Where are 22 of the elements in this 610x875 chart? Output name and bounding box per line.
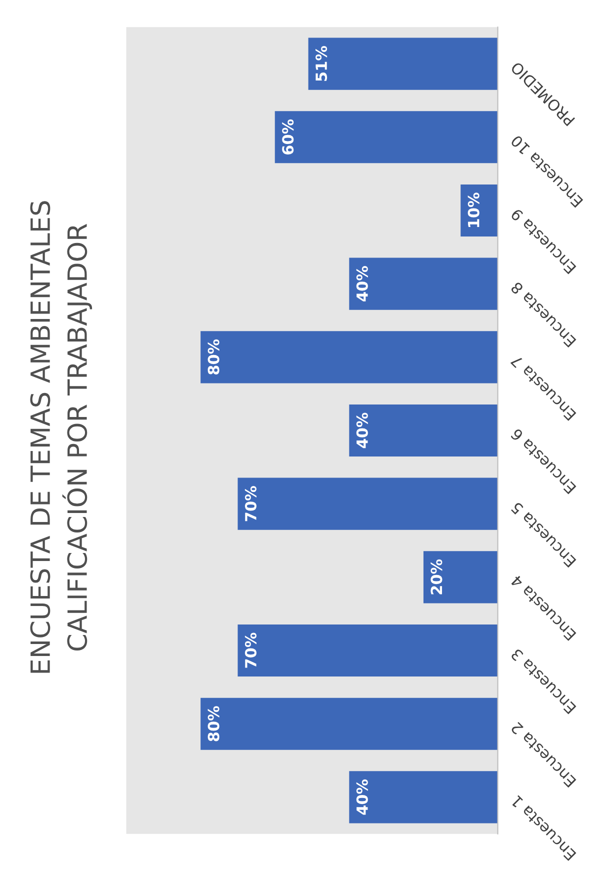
data-label: 80% — [208, 339, 220, 375]
data-label: 70% — [244, 632, 256, 668]
data-label: 40% — [356, 412, 368, 448]
data-label: 80% — [208, 706, 220, 742]
data-label: 60% — [282, 119, 294, 154]
data-label: 51% — [316, 46, 328, 81]
data-label: 40% — [356, 779, 368, 815]
text: ENCUESTA DE TEMAS AMBIENTALES CALIFICACIÓN POR TRABAJADOR — [30, 201, 92, 673]
data-label: 70% — [244, 486, 256, 522]
bar — [308, 38, 498, 90]
data-label: 40% — [356, 266, 368, 302]
bar — [274, 111, 498, 164]
bar — [238, 624, 498, 677]
data-label: 20% — [430, 559, 442, 594]
bar — [349, 258, 498, 310]
bar — [238, 478, 498, 530]
bar — [349, 771, 498, 824]
data-label: 10% — [468, 192, 480, 228]
bar — [423, 551, 498, 604]
bar — [349, 404, 498, 457]
bar — [200, 698, 498, 750]
bar — [200, 331, 498, 384]
